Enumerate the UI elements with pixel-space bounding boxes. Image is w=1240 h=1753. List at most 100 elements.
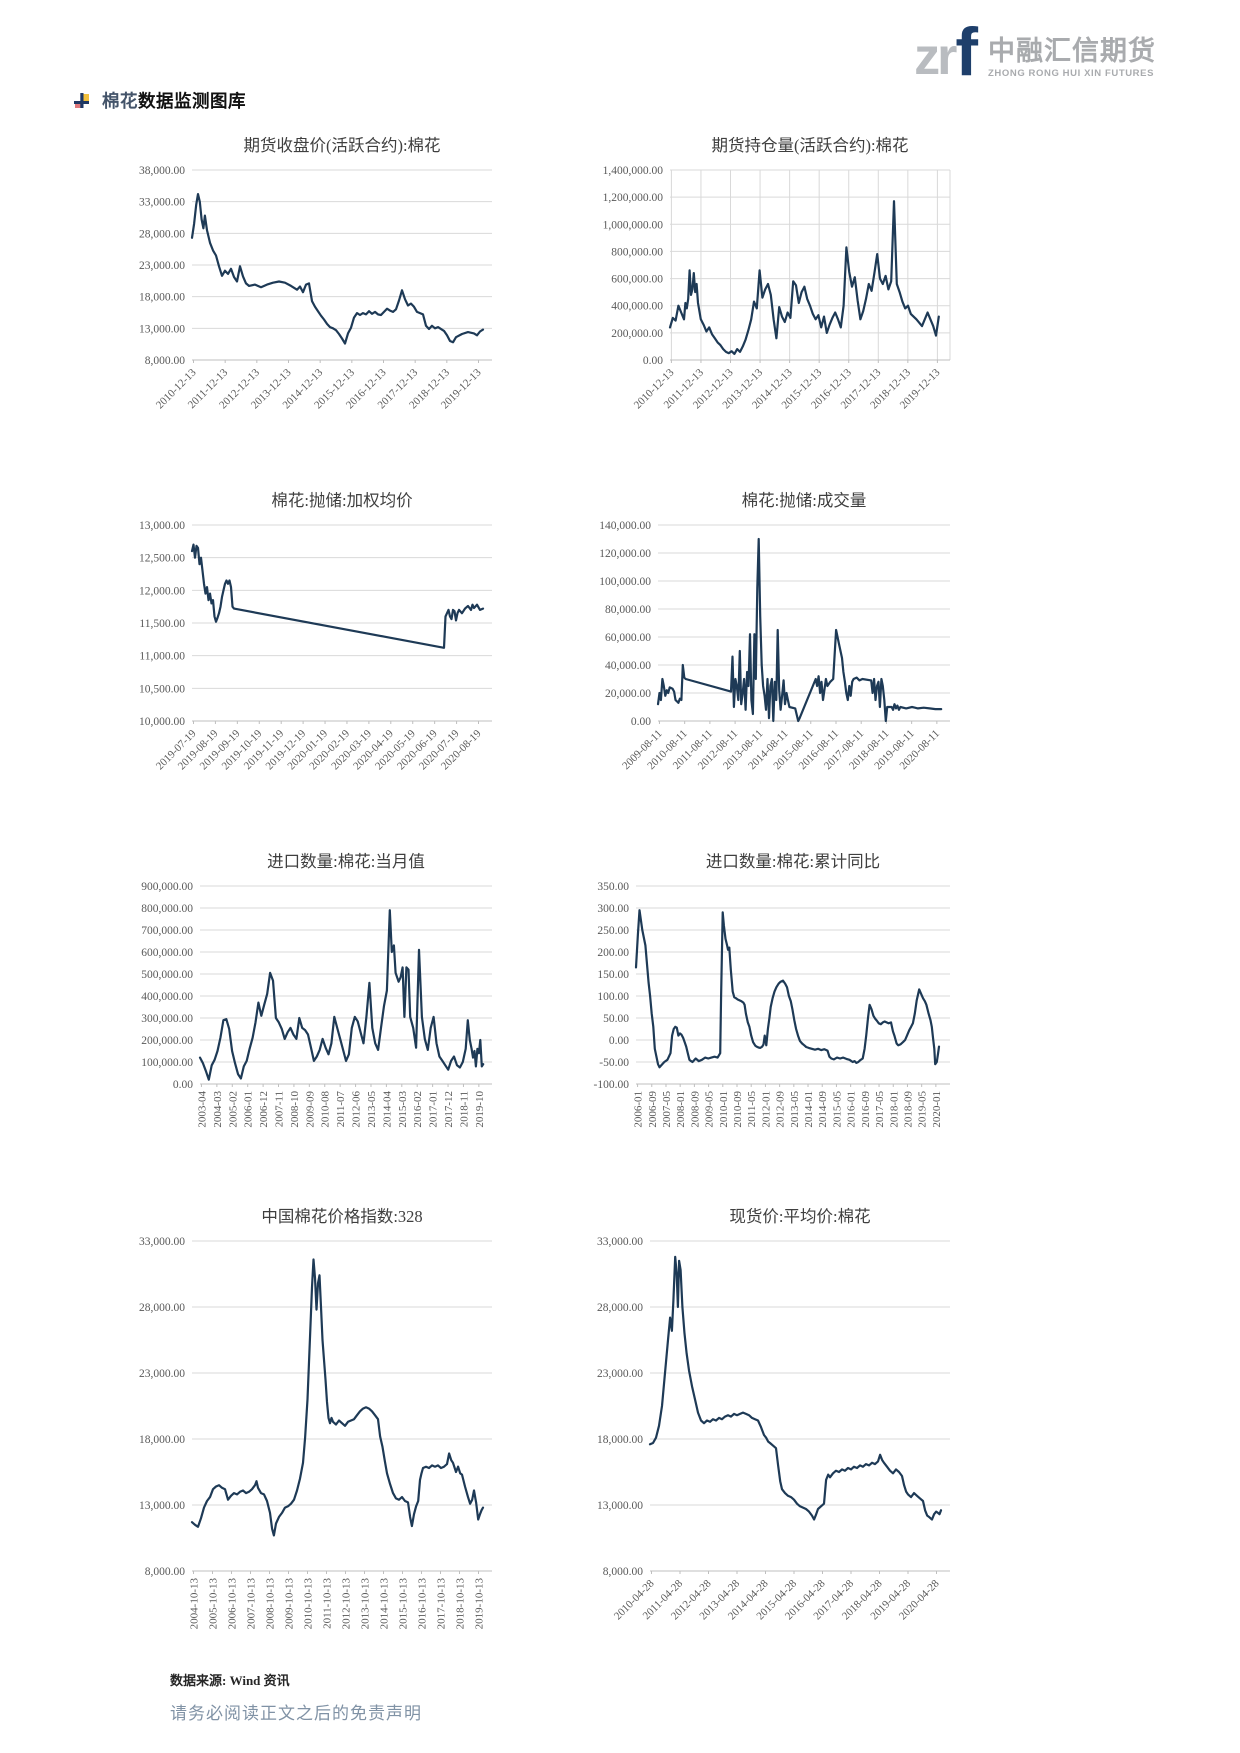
disclaimer-note: 请务必阅读正文之后的免责声明 — [170, 1704, 422, 1723]
x-tick-label: 2018-09 — [902, 1091, 914, 1128]
x-tick-label: 2011-10-13 — [322, 1578, 334, 1629]
chart-canvas-import-monthly: 900,000.00 800,000.00 700,000.00 600,000.00… — [141, 881, 492, 1128]
chart-reserve-volume: 棉花:抛储:成交量 140,000.00 120,000.00 100,000.00 8… — [586, 487, 958, 798]
x-tick-label: 2014-10-13 — [379, 1578, 391, 1630]
x-tick-label: 2008-10 — [289, 1091, 301, 1128]
y-tick-label: 100,000.00 — [141, 1057, 193, 1069]
y-tick-label: 33,000.00 — [597, 1236, 643, 1248]
chart-open-interest: 期货持仓量(活跃合约):棉花 1,400,000.00 1,200,000.00 1,… — [586, 132, 958, 437]
x-tick-label: 2007-05 — [661, 1091, 673, 1128]
chart-import-monthly: 进口数量:棉花:当月值 900,000.00 800,000.00 700,000.0… — [128, 848, 500, 1153]
x-tick-label: 2009-05 — [704, 1091, 716, 1128]
y-tick-label: 60,000.00 — [605, 632, 651, 644]
x-tick-label: 2006-12 — [258, 1091, 270, 1128]
y-tick-label: 250.00 — [597, 925, 629, 937]
x-tick-label: 2011-05 — [746, 1091, 758, 1128]
x-tick-label: 2015-03 — [397, 1091, 409, 1128]
x-tick-label: 2016-09 — [860, 1091, 872, 1128]
y-tick-label: 20,000.00 — [605, 688, 651, 700]
logo-text: 中融汇信期货 ZHONG RONG HUI XIN FUTURES — [988, 35, 1156, 80]
y-tick-label: 0.00 — [173, 1079, 193, 1091]
x-tick-label: 2012-10-13 — [341, 1578, 353, 1630]
x-tick-label: 2016-01 — [846, 1091, 858, 1128]
x-tick-label: 2004-10-13 — [189, 1578, 201, 1630]
chart-title-import-yoy: 进口数量:棉花:累计同比 — [705, 852, 881, 871]
x-tick-label: 2017-05 — [874, 1091, 886, 1128]
x-tick-label: 2012-01 — [760, 1091, 772, 1128]
chart-title-futures-close: 期货收盘价(活跃合约):棉花 — [243, 136, 441, 155]
y-tick-label: 700,000.00 — [141, 925, 193, 937]
y-tick-label: 0.00 — [643, 355, 663, 367]
chart-canvas-spot-avg-price: 33,000.00 28,000.00 23,000.00 18,000.00 13,0… — [597, 1236, 950, 1622]
y-tick-label: 40,000.00 — [605, 660, 651, 672]
y-tick-label: 38,000.00 — [139, 165, 185, 177]
x-tick-label: 2018-11 — [458, 1091, 470, 1127]
y-tick-label: 100,000.00 — [599, 576, 651, 588]
data-series-line — [656, 537, 943, 723]
x-tick-label: 2007-11 — [274, 1091, 286, 1127]
y-tick-label: 800,000.00 — [141, 903, 193, 915]
y-tick-label: -100.00 — [594, 1079, 630, 1091]
y-tick-label: 13,000.00 — [139, 1500, 185, 1512]
data-series-line — [668, 200, 940, 355]
y-tick-label: 10,500.00 — [139, 683, 185, 695]
x-tick-label: 2017-10-13 — [436, 1578, 448, 1630]
y-tick-label: 400,000.00 — [141, 991, 193, 1003]
y-tick-label: 1,400,000.00 — [603, 165, 664, 177]
x-tick-label: 2003-04 — [196, 1091, 208, 1128]
company-name-cn: 中融汇信期货 — [988, 35, 1156, 66]
x-tick-label: 2014-09 — [817, 1091, 829, 1128]
x-tick-label: 2014-04 — [381, 1091, 393, 1128]
y-tick-label: 800,000.00 — [611, 246, 663, 258]
y-tick-label: 23,000.00 — [597, 1368, 643, 1380]
chart-reserve-avg-price: 棉花:抛储:加权均价 13,000.00 12,500.00 12,000.00 11,… — [128, 487, 500, 798]
page-title: 棉花数据监测图库 — [102, 88, 246, 113]
y-tick-label: 0.00 — [631, 716, 651, 728]
chart-spot-avg-price: 现货价:平均价:棉花 33,000.00 28,000.00 23,000.00 18,… — [586, 1203, 958, 1656]
x-tick-label: 2008-10-13 — [265, 1578, 277, 1630]
x-tick-label: 2019-05 — [917, 1091, 929, 1128]
chart-canvas-open-interest: 1,400,000.00 1,200,000.00 1,000,000.00 800,… — [603, 165, 951, 411]
y-tick-label: 1,000,000.00 — [603, 219, 664, 231]
page-header: zr f 中融汇信期货 ZHONG RONG HUI XIN FUTURES 棉… — [0, 0, 1240, 128]
x-tick-label: 2006-10-13 — [227, 1578, 239, 1630]
chart-canvas-reserve-avg-price: 13,000.00 12,500.00 12,000.00 11,500.00 11,0… — [139, 520, 492, 772]
y-tick-label: 13,000.00 — [139, 520, 185, 532]
y-tick-label: 23,000.00 — [139, 260, 185, 272]
x-tick-label: 2020-01 — [931, 1091, 943, 1128]
y-tick-label: 300.00 — [597, 903, 629, 915]
x-tick-label: 2010-09 — [732, 1091, 744, 1128]
y-tick-label: 33,000.00 — [139, 1236, 185, 1248]
y-tick-label: 13,000.00 — [139, 323, 185, 335]
y-tick-label: 8,000.00 — [145, 355, 186, 367]
y-tick-label: 400,000.00 — [611, 301, 663, 313]
y-tick-label: 200,000.00 — [611, 328, 663, 340]
data-series-line — [190, 543, 485, 649]
x-tick-label: 2005-10-13 — [208, 1578, 220, 1630]
chart-title-reserve-avg-price: 棉花:抛储:加权均价 — [271, 491, 413, 510]
x-tick-label: 2018-10-13 — [455, 1578, 467, 1630]
y-tick-label: 600,000.00 — [141, 947, 193, 959]
page-title-rest: 数据监测图库 — [138, 91, 246, 111]
x-tick-label: 2008-09 — [689, 1091, 701, 1128]
data-series-line — [634, 909, 941, 1069]
y-tick-label: 12,500.00 — [139, 553, 185, 565]
x-tick-label: 2006-01 — [633, 1091, 645, 1128]
x-tick-label: 2015-05 — [831, 1091, 843, 1128]
chart-futures-close: 期货收盘价(活跃合约):棉花 38,000.00 33,000.00 28,000.0… — [128, 132, 500, 437]
x-tick-label: 2019-10-13 — [474, 1578, 486, 1630]
y-tick-label: 18,000.00 — [139, 1434, 185, 1446]
x-tick-label: 2009-10-13 — [284, 1578, 296, 1630]
x-tick-label: 2012-09 — [775, 1091, 787, 1128]
chart-import-yoy: 进口数量:棉花:累计同比 350.00 300.00 250.00 200.00 150.… — [586, 848, 958, 1153]
company-name-en: ZHONG RONG HUI XIN FUTURES — [988, 68, 1155, 80]
x-tick-label: 2013-10-13 — [360, 1578, 372, 1630]
logo-f-letter: f — [955, 14, 978, 90]
y-tick-label: -50.00 — [599, 1057, 629, 1069]
chart-title-spot-avg-price: 现货价:平均价:棉花 — [729, 1207, 871, 1226]
y-tick-label: 0.00 — [609, 1035, 629, 1047]
x-tick-label: 2014-01 — [803, 1091, 815, 1128]
page-title-keyword: 棉花 — [102, 91, 138, 111]
x-tick-label: 2009-09 — [304, 1091, 316, 1128]
x-tick-label: 2019-10 — [474, 1091, 486, 1128]
